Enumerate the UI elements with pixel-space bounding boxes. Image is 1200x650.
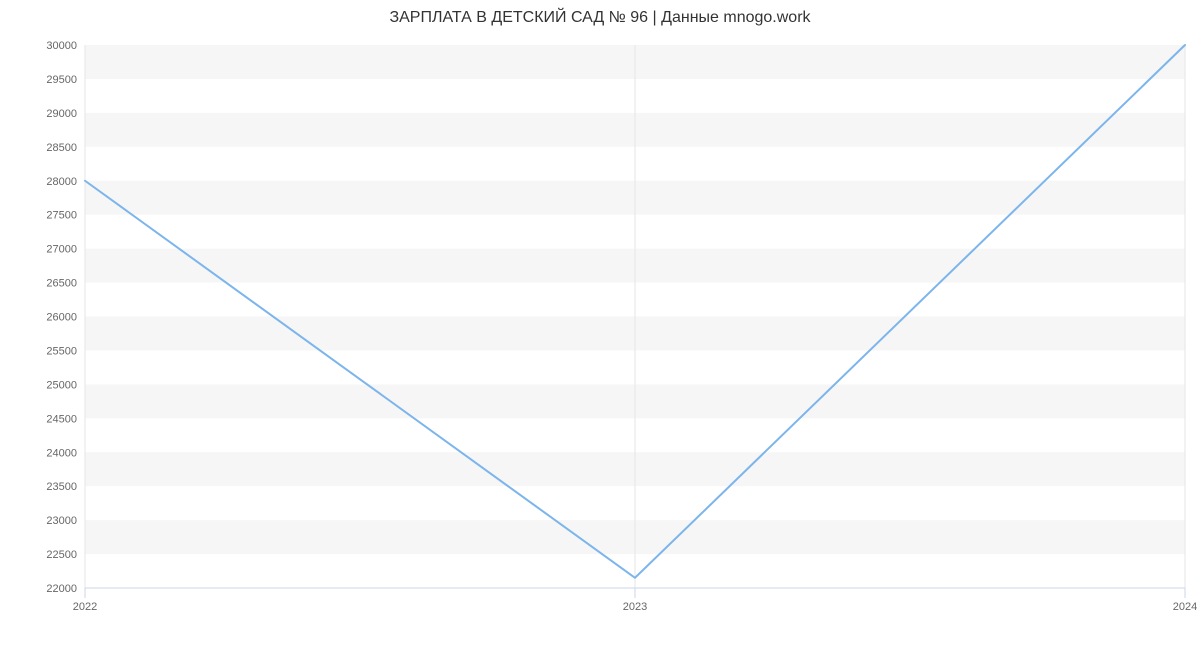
chart-title: ЗАРПЛАТА В ДЕТСКИЙ САД № 96 | Данные mno… [389, 7, 811, 26]
y-tick-label: 26500 [46, 278, 77, 290]
y-tick-label: 23000 [46, 515, 77, 527]
x-tick-label: 2024 [1173, 601, 1197, 613]
y-tick-label: 27500 [46, 210, 77, 222]
y-tick-label: 30000 [46, 40, 77, 52]
y-tick-label: 22500 [46, 549, 77, 561]
y-tick-label: 28000 [46, 176, 77, 188]
chart-svg: 22000 22500 23000 23500 24000 24500 25000 25500… [0, 0, 1200, 650]
y-tick-label: 27000 [46, 244, 77, 256]
y-tick-label: 29500 [46, 74, 77, 86]
y-tick-label: 28500 [46, 142, 77, 154]
x-tick-label: 2022 [73, 601, 97, 613]
salary-line-chart: 22000 22500 23000 23500 24000 24500 25000 25500… [0, 0, 1200, 650]
y-tick-label: 25000 [46, 379, 77, 391]
y-tick-label: 23500 [46, 481, 77, 493]
y-tick-label: 26000 [46, 312, 77, 324]
y-tick-label: 24000 [46, 447, 77, 459]
y-tick-label: 29000 [46, 108, 77, 120]
y-tick-label: 22000 [46, 583, 77, 595]
y-tick-label: 25500 [46, 345, 77, 357]
x-tick-label: 2023 [623, 601, 647, 613]
y-tick-label: 24500 [46, 413, 77, 425]
